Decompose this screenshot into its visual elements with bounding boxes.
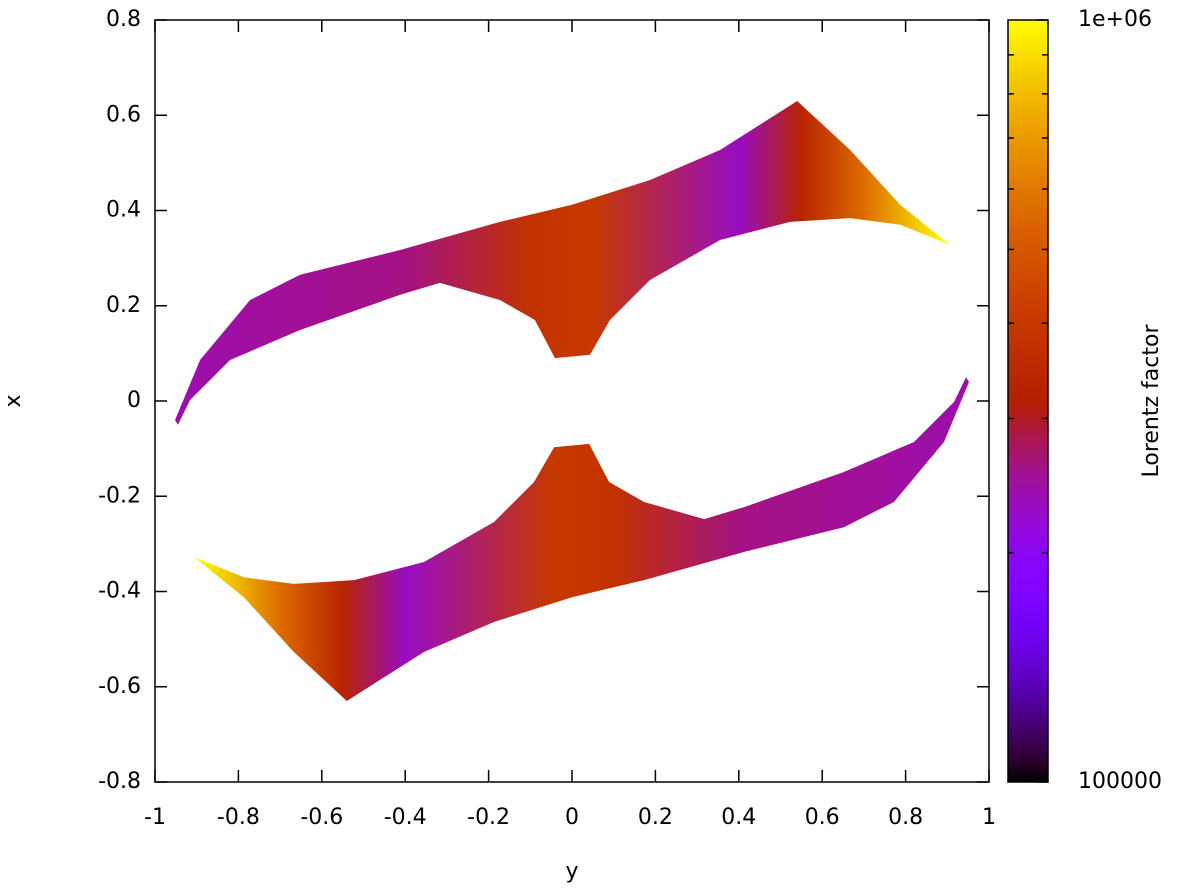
y-tick-label: 0 — [127, 388, 141, 413]
x-tick-label: 0.8 — [888, 805, 923, 830]
y-tick-label: 0.2 — [106, 293, 141, 318]
region — [175, 100, 950, 425]
x-tick-label: -1 — [144, 805, 166, 830]
y-tick-label: -0.6 — [98, 674, 141, 699]
colorbar-tick-label: 100000 — [1078, 769, 1162, 794]
x-tick-label: -0.4 — [384, 805, 427, 830]
y-tick-label: -0.2 — [98, 483, 141, 508]
colorbar — [1007, 19, 1049, 783]
y-tick-label: -0.8 — [98, 769, 141, 794]
x-tick-label: 1 — [982, 805, 996, 830]
x-tick-label: 0.6 — [805, 805, 840, 830]
colorbar-label: Lorentz factor — [1139, 324, 1164, 478]
colorbar-tick-label: 1e+06 — [1078, 7, 1152, 32]
y-axis-label: x — [1, 394, 26, 407]
x-tick-label: -0.8 — [217, 805, 260, 830]
y-tick-label: 0.6 — [106, 102, 141, 127]
x-tick-label: 0.4 — [721, 805, 756, 830]
y-tick-label: -0.4 — [98, 579, 141, 604]
region — [194, 377, 969, 702]
plot-frame — [154, 19, 990, 783]
x-tick-label: -0.6 — [300, 805, 343, 830]
y-tick-label: 0.4 — [106, 198, 141, 223]
x-tick-label: 0 — [565, 805, 579, 830]
x-tick-label: 0.2 — [638, 805, 673, 830]
x-axis-label: y — [565, 859, 578, 884]
x-tick-label: -0.2 — [467, 805, 510, 830]
y-tick-label: 0.8 — [106, 7, 141, 32]
